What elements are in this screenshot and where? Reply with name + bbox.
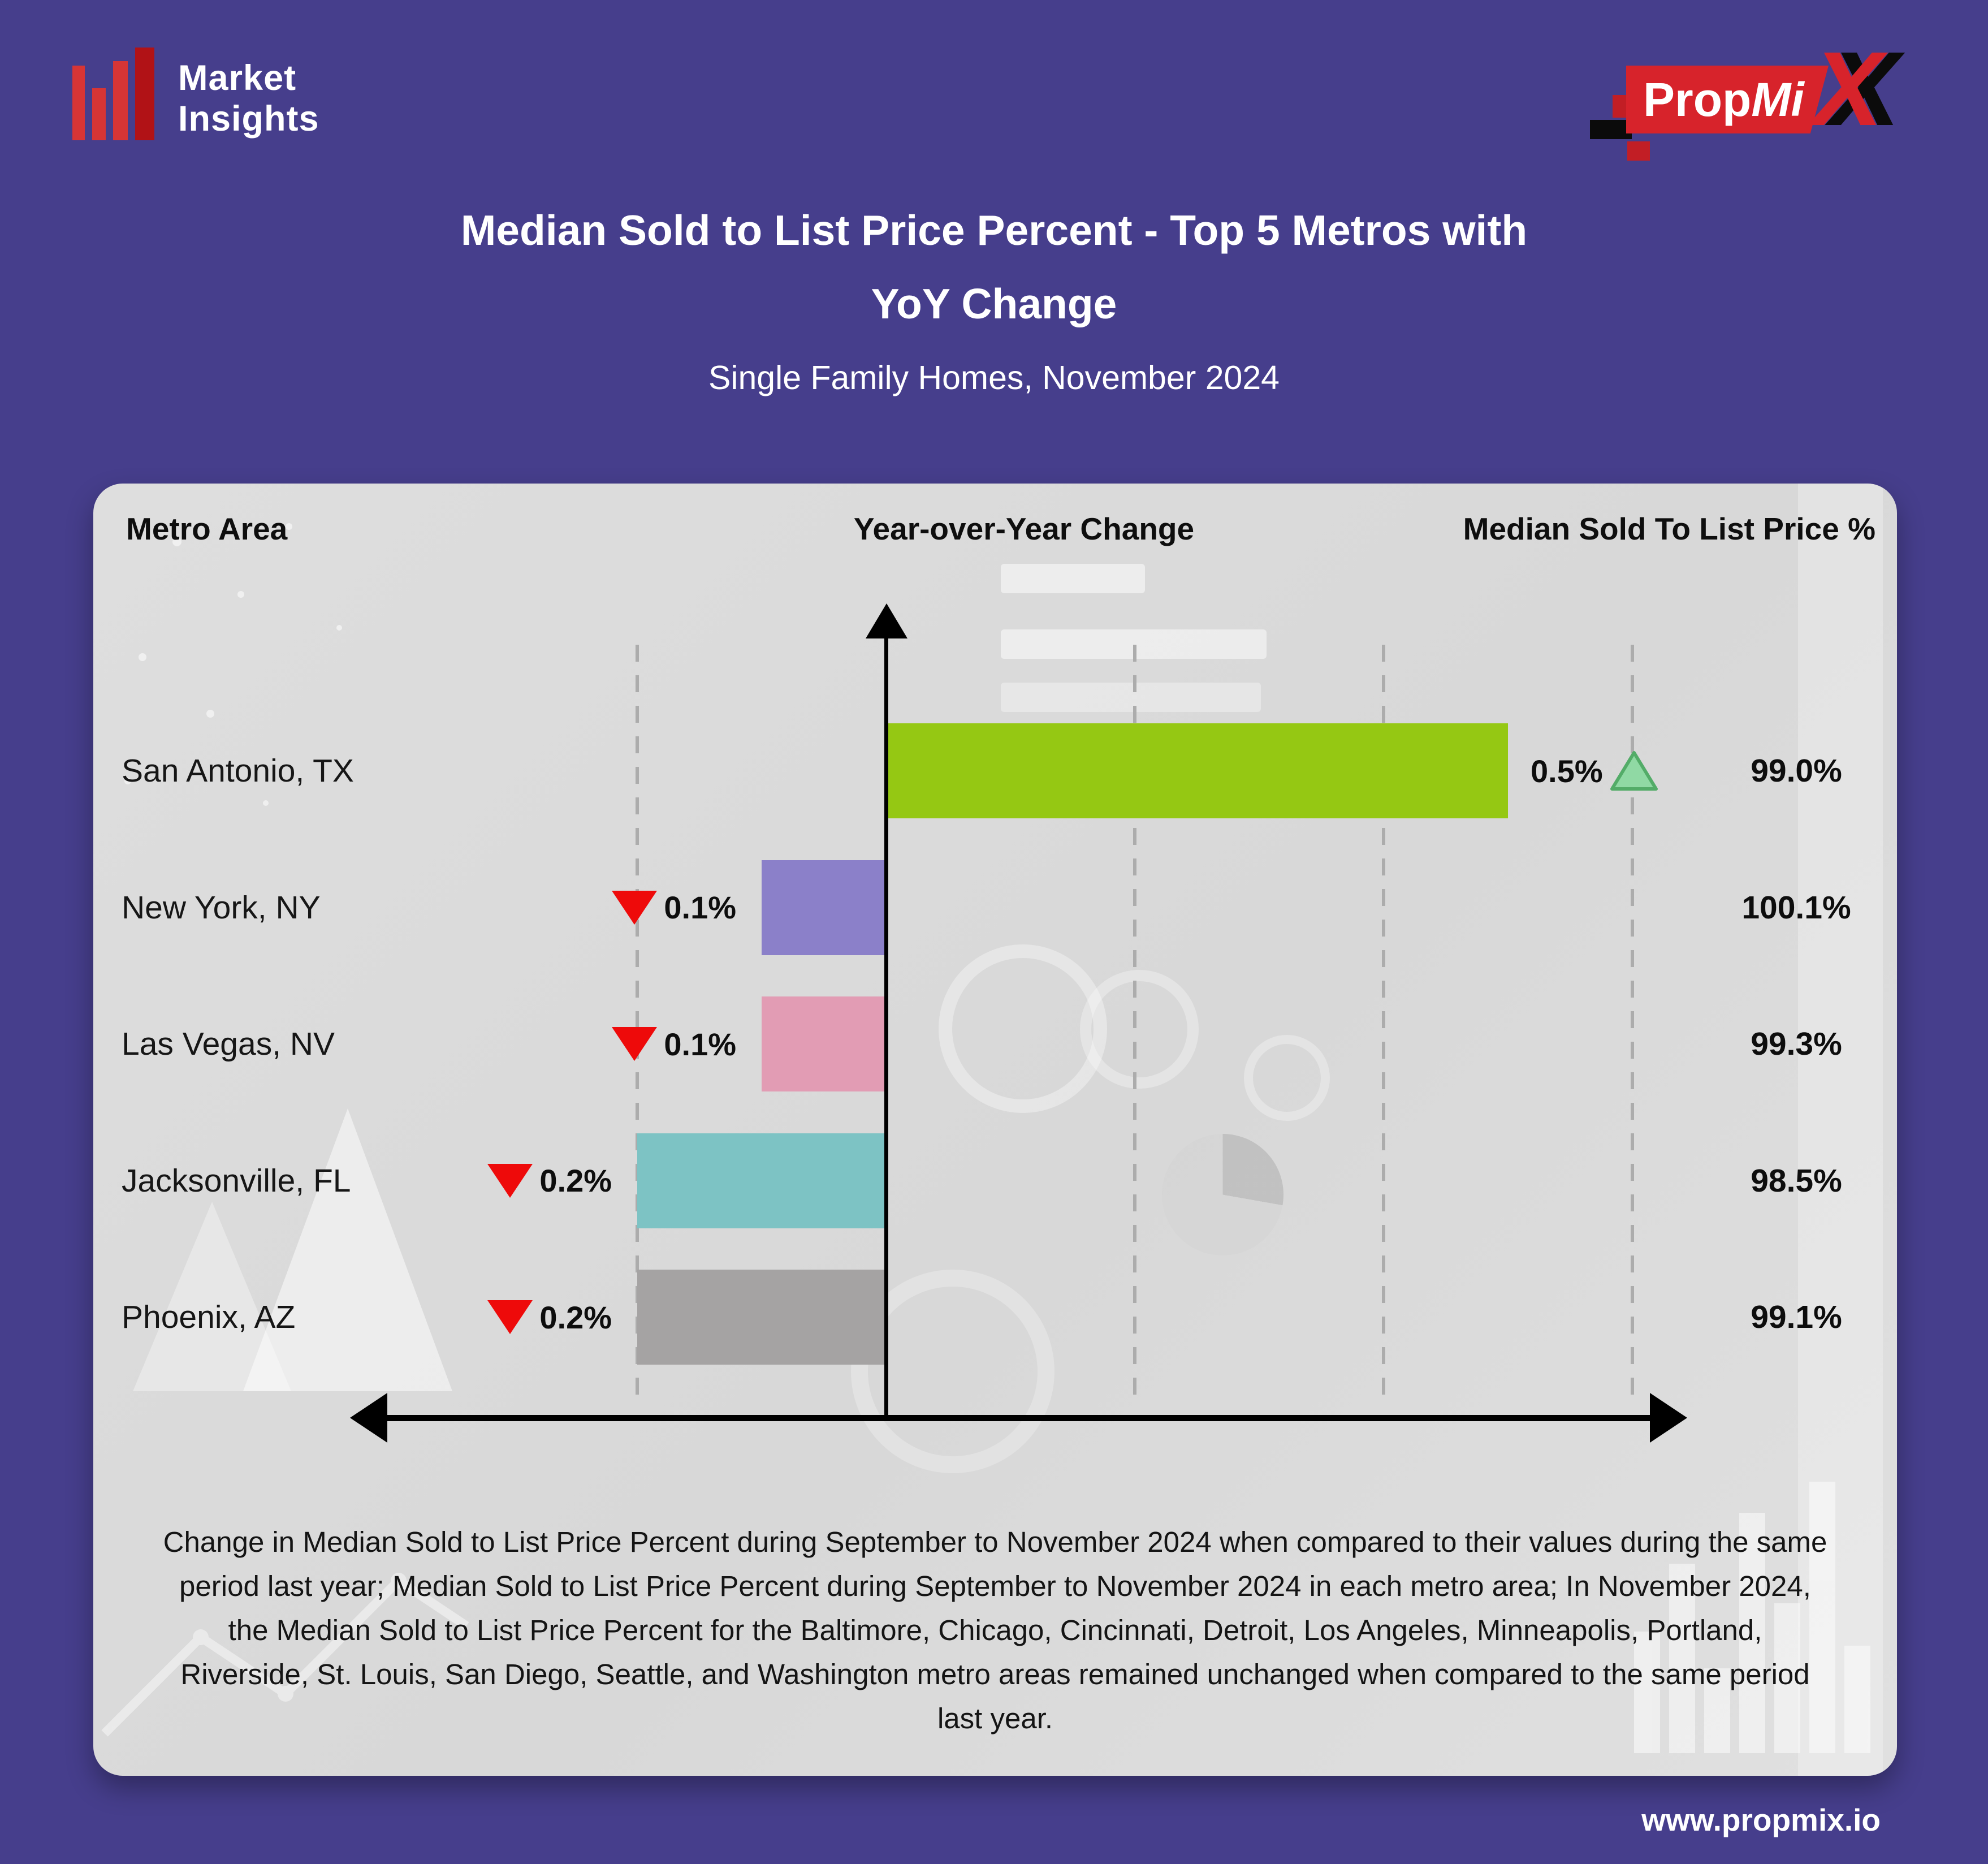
bar-san-antonio-tx [886, 723, 1508, 818]
yoy-indicator: 0.1% [612, 1020, 736, 1068]
y-axis-arrowhead-icon [866, 603, 907, 638]
market-insights-wordmark: Market Insights [178, 58, 319, 140]
page-title: Median Sold to List Price Percent - Top … [0, 193, 1988, 340]
yoy-value: 0.2% [539, 1299, 612, 1335]
yoy-value: 0.5% [1531, 753, 1603, 789]
price-percent-value: 99.3% [1751, 1026, 1842, 1062]
propmix-x-glyph: X X [1813, 31, 1900, 148]
y-axis-line [884, 618, 888, 1418]
footnote: Change in Median Sold to List Price Perc… [163, 1526, 1827, 1734]
propmix-deco-square-icon [1627, 141, 1650, 161]
metro-label: San Antonio, TX [122, 753, 354, 789]
gridline [1133, 645, 1136, 1408]
bar-chart-icon [72, 48, 154, 140]
header-median-sold-to-list: Median Sold To List Price % [1463, 511, 1875, 546]
gridline [636, 645, 639, 1408]
yoy-indicator: 0.1% [612, 884, 736, 931]
down-triangle-icon [487, 1300, 533, 1334]
yoy-indicator: 0.2% [487, 1157, 612, 1205]
propmix-banner: Prop Mi [1626, 66, 1829, 133]
header-metro-area: Metro Area [126, 511, 288, 546]
metro-label: New York, NY [122, 889, 321, 926]
yoy-value: 0.2% [539, 1163, 612, 1198]
yoy-value: 0.1% [664, 890, 736, 925]
brand-line-2: Insights [178, 99, 319, 139]
market-insights-logo: Market Insights [72, 48, 319, 140]
yoy-value: 0.1% [664, 1026, 736, 1062]
price-percent-value: 99.1% [1751, 1299, 1842, 1335]
yoy-indicator: 0.5% [1531, 747, 1658, 795]
bar-jacksonville-fl [637, 1133, 886, 1228]
page-subtitle: Single Family Homes, November 2024 [708, 359, 1280, 396]
propmix-mi-text: Mi [1751, 72, 1804, 126]
propmix-logo: Prop Mi X X [1566, 31, 1917, 161]
down-triangle-icon [612, 1027, 658, 1061]
brand-line-1: Market [178, 58, 297, 98]
bar-phoenix-az [637, 1270, 886, 1365]
price-percent-value: 99.0% [1751, 753, 1842, 789]
bar-new-york-ny [762, 860, 886, 955]
x-axis-left-arrowhead-icon [350, 1393, 387, 1443]
price-percent-value: 100.1% [1741, 889, 1851, 926]
price-percent-value: 98.5% [1751, 1162, 1842, 1199]
yoy-indicator: 0.2% [487, 1293, 612, 1341]
metro-label: Las Vegas, NV [122, 1026, 335, 1062]
gridline [1382, 645, 1385, 1408]
down-triangle-icon [487, 1163, 533, 1198]
header-yoy-change: Year-over-Year Change [853, 511, 1195, 546]
down-triangle-icon [612, 890, 658, 925]
footer-url: www.propmix.io [1641, 1802, 1881, 1837]
x-axis-right-arrowhead-icon [1650, 1393, 1687, 1443]
gridline [1631, 645, 1634, 1408]
page-title-line-1: Median Sold to List Price Percent - Top … [460, 206, 1528, 254]
chart-card: Metro Area Year-over-Year Change Median … [93, 484, 1897, 1776]
propmix-deco-square-icon [1590, 120, 1632, 139]
up-triangle-icon [1610, 750, 1658, 792]
bar-las-vegas-nv [762, 996, 886, 1091]
propmix-prop-text: Prop [1643, 72, 1752, 126]
x-axis-line [381, 1415, 1650, 1421]
page-title-line-2: YoY Change [871, 280, 1117, 327]
